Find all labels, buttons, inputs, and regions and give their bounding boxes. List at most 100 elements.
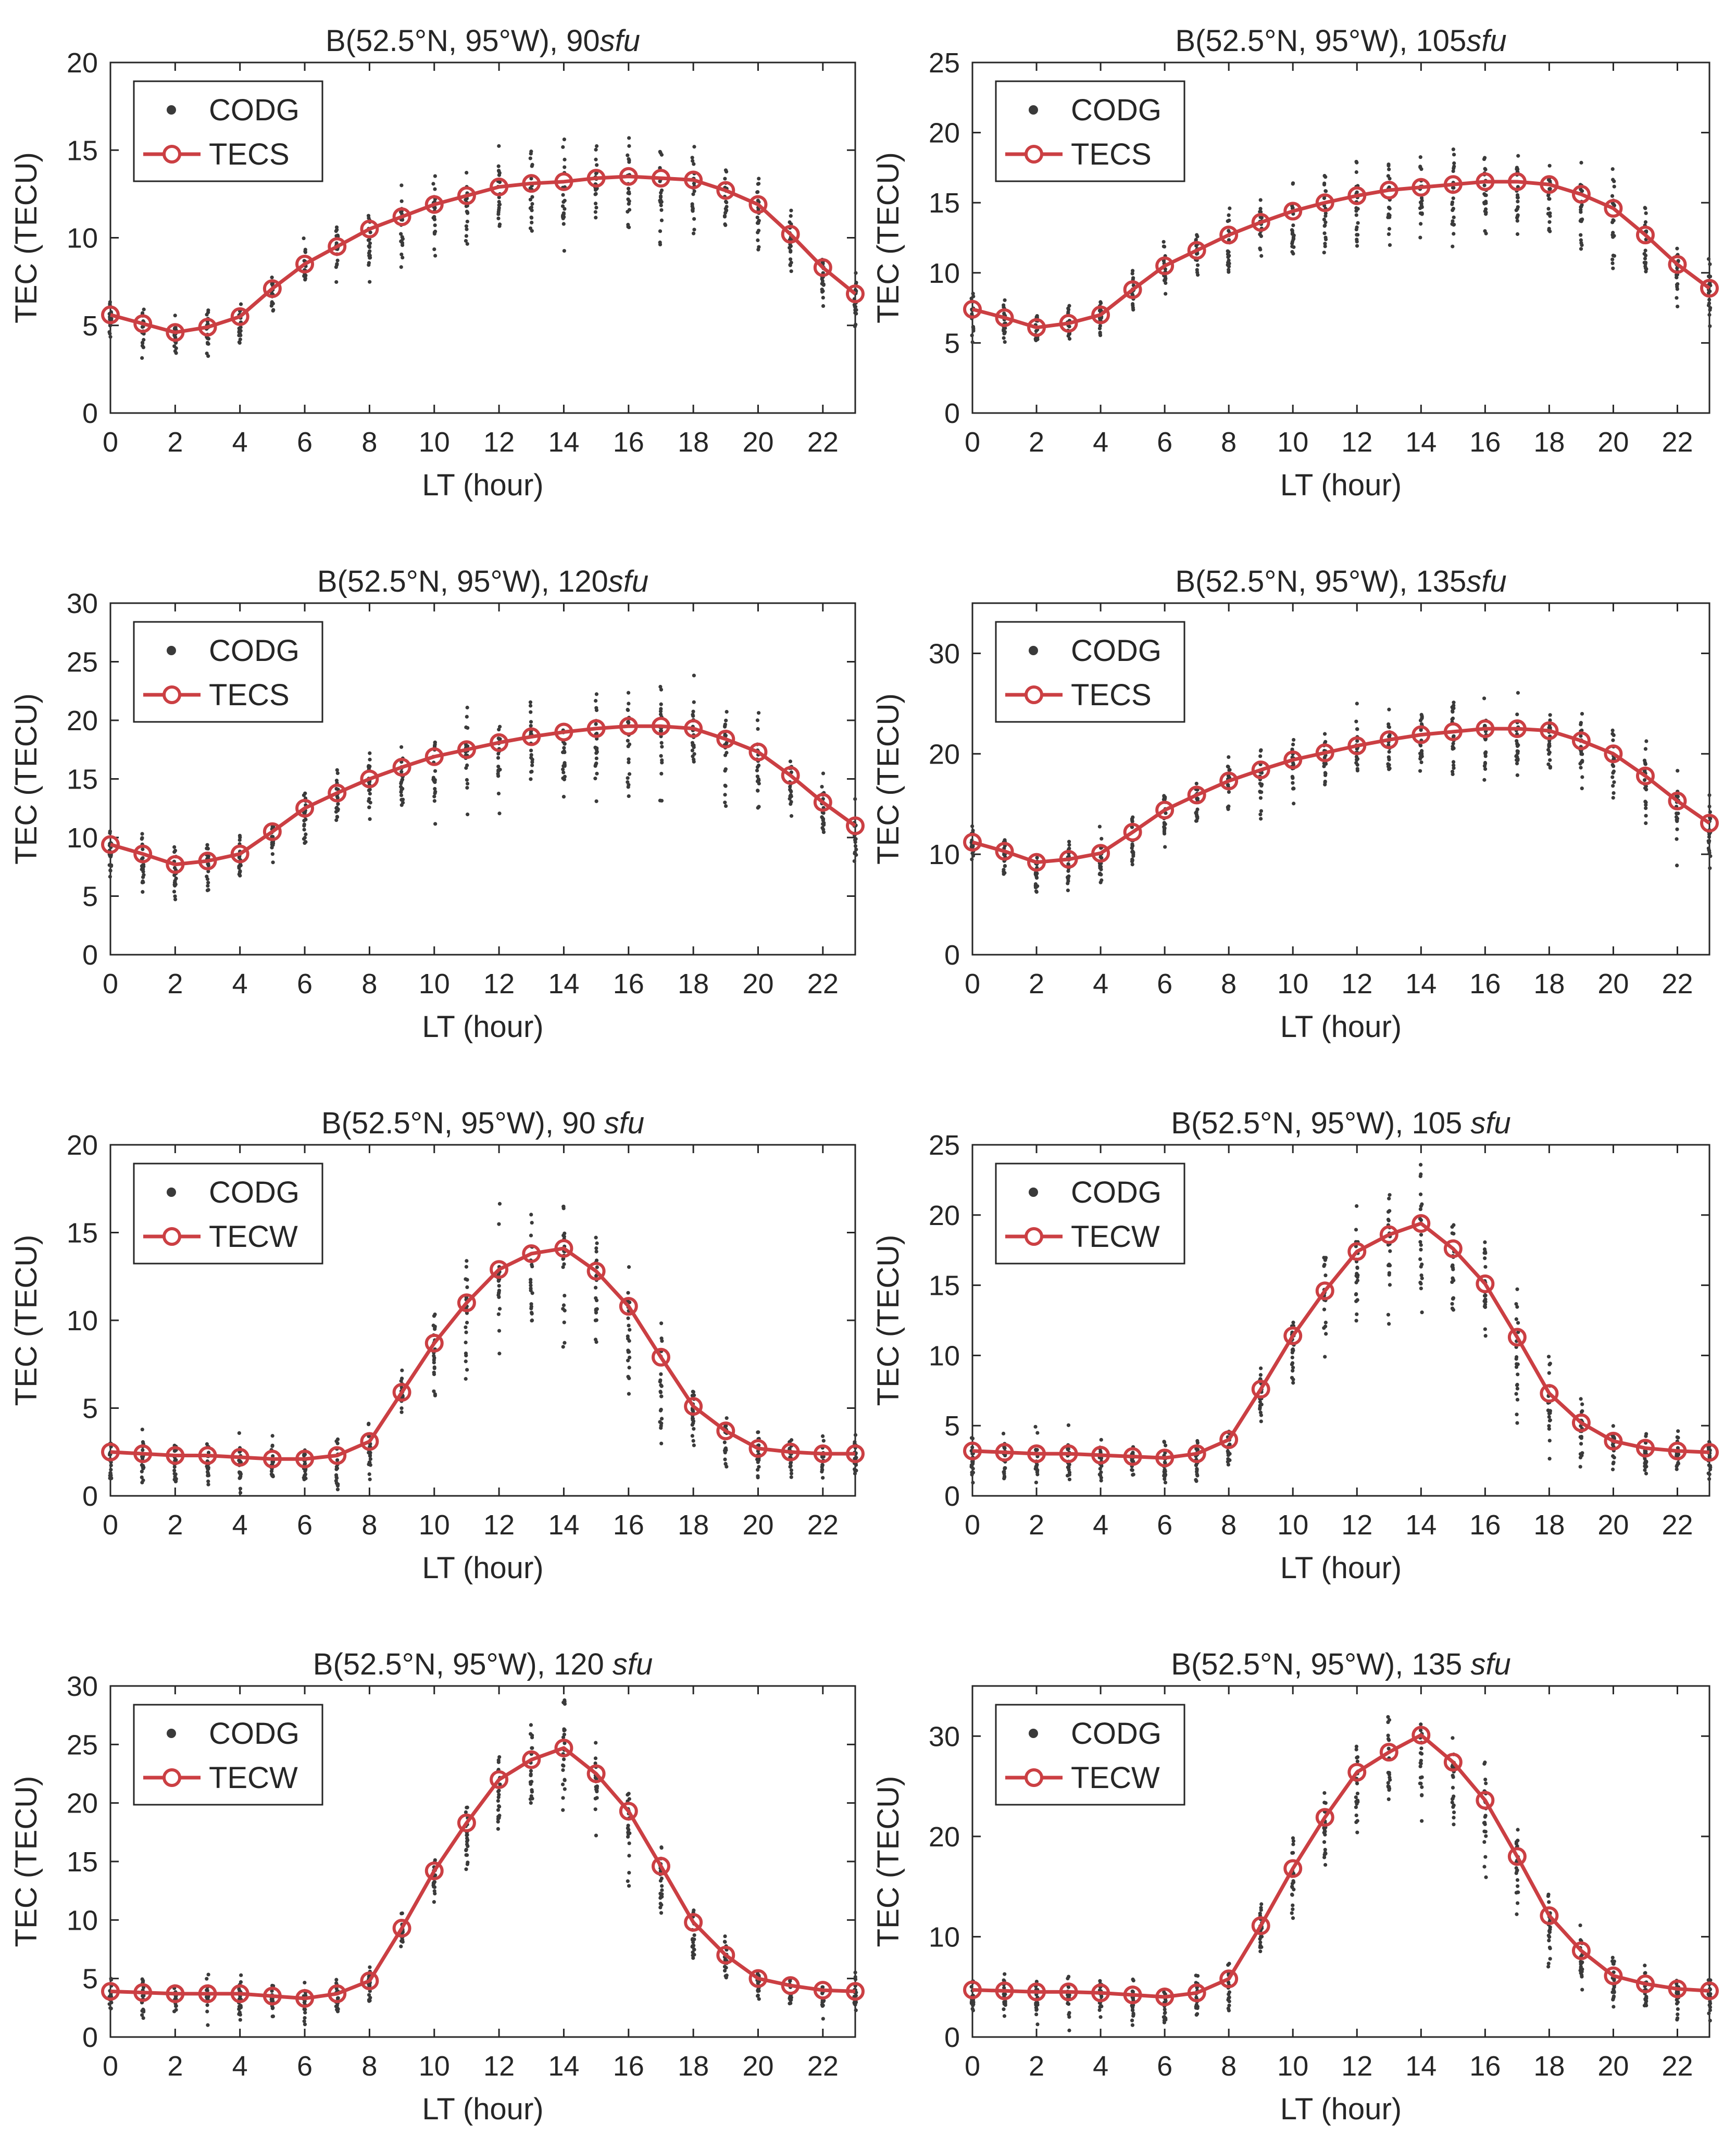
panel-4-codg-point: [1450, 717, 1454, 721]
panel-4-codg-point: [1227, 755, 1231, 759]
panel-5-tecw-marker: [101, 1442, 120, 1461]
panel-5-tecw-marker: [360, 1432, 379, 1451]
panel-7-codg-point: [237, 1987, 241, 1991]
panel-4-tecs-marker: [1315, 743, 1334, 763]
panel-3-codg-point: [206, 854, 210, 858]
panel-1-codg-point: [431, 182, 435, 186]
panel-5-codg-point: [303, 1452, 307, 1457]
panel-8-codg-point: [1227, 2003, 1231, 2008]
panel-2-legend-codg-label: CODG: [1071, 93, 1162, 127]
panel-3-xtick-label: 2: [167, 968, 183, 999]
panel-1-codg-point: [563, 207, 567, 211]
panel-1-codg-point: [108, 335, 113, 339]
panel-5-codg-point: [529, 1233, 533, 1238]
panel-5-codg-point: [530, 1318, 534, 1322]
panel-3-codg-point: [755, 774, 760, 779]
panel-6-codg-point: [1418, 1257, 1422, 1261]
panel-1-codg-point: [334, 229, 338, 233]
panel-1-codg-point: [239, 329, 243, 333]
panel-3-codg-point: [529, 723, 533, 728]
panel-2-codg-point: [1258, 232, 1262, 236]
panel-8-codg-point: [1162, 2015, 1166, 2019]
panel-7-xtick-label: 18: [678, 2051, 709, 2082]
panel-5-codg-point: [335, 1483, 340, 1488]
panel-8-codg-point: [1708, 2005, 1713, 2009]
panel-2-codg-point: [971, 292, 975, 296]
panel-7-codg-point: [626, 1834, 630, 1839]
panel-2-tecs-marker: [1155, 256, 1175, 276]
panel-4-codg-point: [1387, 749, 1391, 754]
panel-6-codg-point: [1291, 1366, 1295, 1370]
panel-1-codg-point: [658, 149, 662, 154]
panel-7-tecw-marker: [263, 1986, 282, 2006]
panel-3-codg-point: [270, 852, 274, 856]
panel-3-codg-point: [755, 779, 760, 783]
panel-5-codg-point: [854, 1468, 858, 1472]
panel-8-codg-point: [1131, 2011, 1135, 2016]
panel-3-codg-point: [496, 752, 501, 756]
panel-4-codg-point: [1355, 767, 1359, 771]
panel-7-codg-point: [627, 1828, 631, 1832]
panel-5-xtick-label: 8: [361, 1509, 377, 1541]
panel-3-codg-point: [723, 733, 727, 738]
panel-1-tecs-marker: [651, 169, 670, 188]
panel-8-codg-point: [1420, 1785, 1424, 1789]
panel-4-codg-point: [1419, 760, 1423, 765]
panel-4-tecs-marker: [1283, 750, 1303, 769]
panel-6-codg-point: [1354, 1228, 1358, 1232]
panel-4-codg-point: [1130, 863, 1134, 867]
panel-5-tecw-marker: [328, 1446, 347, 1465]
panel-8-codg-point: [1483, 1855, 1488, 1859]
panel-8-codg-point: [1708, 1978, 1713, 1982]
panel-7-codg-point: [141, 2008, 146, 2013]
panel-1-codg-point: [528, 197, 533, 202]
panel-2-codg-point: [1483, 167, 1488, 172]
panel-7-codg-point: [497, 1804, 501, 1808]
panel-7-codg-point: [789, 1995, 793, 2000]
panel-6-codg-point: [1547, 1424, 1551, 1428]
panel-8-codg-point: [1451, 1773, 1455, 1778]
panel-7-codg-point: [109, 1977, 113, 1981]
panel-2-codg-point: [1516, 213, 1520, 217]
panel-6-codg-point: [1483, 1334, 1488, 1338]
panel-1-codg-point: [529, 205, 534, 209]
panel-7-codg-point: [496, 1827, 500, 1831]
panel-7-codg-point: [594, 1741, 598, 1745]
panel-5-codg-point: [691, 1390, 695, 1394]
panel-3-codg-point: [238, 833, 242, 838]
panel-3-tecs-marker: [586, 719, 606, 738]
panel-8-codg-point: [1548, 1946, 1552, 1951]
panel-2-codg-point: [1610, 257, 1615, 261]
panel-6-codg-point: [1163, 1468, 1167, 1472]
panel-8-codg-point: [1419, 1752, 1424, 1756]
panel-5-legend-codg-marker: [167, 1188, 176, 1197]
panel-6-codg-point: [1643, 1464, 1647, 1468]
panel-4-xtick-label: 14: [1405, 968, 1437, 999]
panel-2-codg-point: [1259, 254, 1264, 258]
panel-7-tecw-marker: [424, 1861, 444, 1880]
panel-1-codg-point: [530, 163, 534, 167]
panel-5-codg-point: [465, 1259, 469, 1263]
panel-4-codg-point: [1644, 788, 1648, 792]
panel-3-tecs-marker: [684, 719, 703, 738]
panel-2-codg-point: [1323, 214, 1328, 218]
panel-5-codg-point: [691, 1439, 695, 1443]
panel-1-tecs-marker: [554, 172, 573, 191]
panel-6-codg-point: [1547, 1427, 1551, 1431]
panel-3-xtick-label: 0: [103, 968, 118, 999]
panel-3-codg-point: [530, 763, 534, 767]
panel-2-tecs-line: [972, 180, 1711, 330]
panel-3-codg-point: [498, 737, 502, 741]
panel-5-codg-point: [431, 1323, 435, 1328]
panel-5-codg-point: [172, 1468, 177, 1472]
panel-4-codg-point: [1452, 766, 1456, 770]
panel-8-codg-point: [1547, 1930, 1552, 1934]
panel-8-codg-point: [1516, 1890, 1520, 1894]
panel-5-codg-point: [659, 1394, 664, 1398]
panel-3-codg-point: [302, 828, 306, 832]
panel-3-codg-point: [563, 742, 567, 746]
